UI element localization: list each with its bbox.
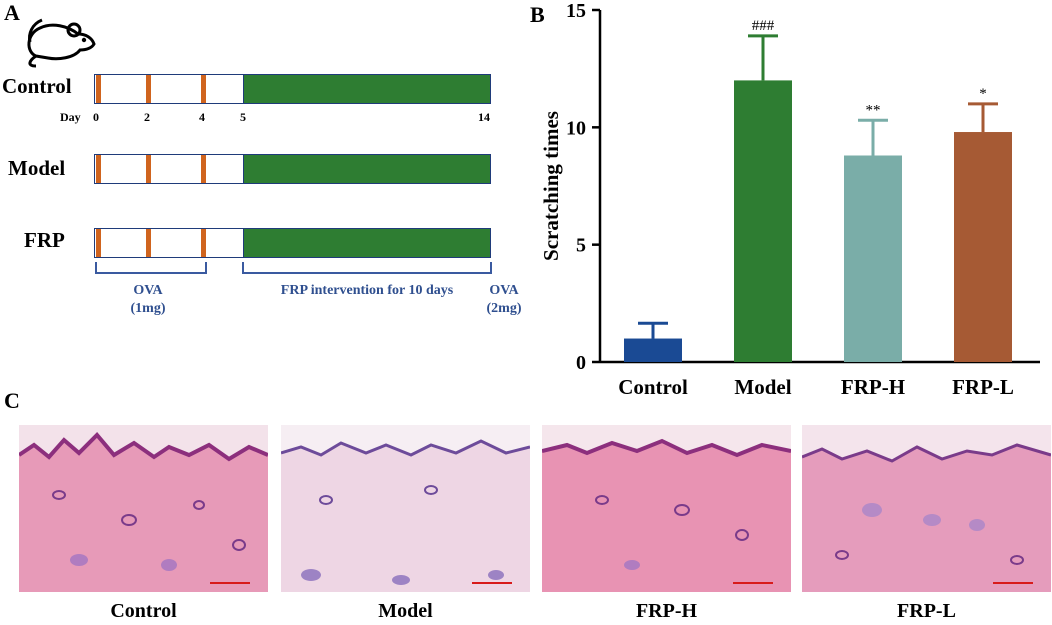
- x-tick-label: Model: [734, 375, 791, 399]
- scale-bar: [993, 582, 1033, 584]
- ova-tick: [96, 155, 101, 183]
- panel-letter-b: B: [530, 2, 545, 27]
- ova-tick: [201, 155, 206, 183]
- ova-tick: [146, 155, 151, 183]
- panel-letter-c: C: [4, 388, 20, 413]
- y-tick-label: 15: [566, 0, 586, 22]
- row-label-model: Model: [8, 156, 66, 180]
- timeline-intervention-segment: [243, 228, 491, 258]
- timeline-model: [94, 154, 491, 184]
- scale-bar: [210, 582, 250, 584]
- intervention-note: FRP intervention for 10 days: [280, 283, 454, 298]
- ova-tick: [201, 75, 206, 103]
- timeline-intervention-segment: [243, 74, 491, 104]
- x-tick-label: FRP-L: [952, 375, 1014, 399]
- scratching-bar-chart: 0 5 10 15 Scratching times Control ### Model ** F…: [539, 0, 1040, 399]
- histology-image-frp-h: [542, 425, 791, 592]
- y-tick-label: 10: [566, 117, 586, 139]
- ova-2mg-note: OVA (2mg): [486, 283, 522, 316]
- day-5-label: 5: [240, 110, 246, 124]
- timeline-control: [94, 74, 491, 104]
- y-axis-label: Scratching times: [539, 111, 563, 261]
- ova-bracket: [95, 262, 207, 274]
- day-14-label: 14: [478, 110, 490, 124]
- scale-bar: [733, 582, 773, 584]
- histology-label-model: Model: [378, 600, 433, 622]
- ova-1mg-note: OVA (1mg): [130, 283, 166, 316]
- histology-image-frp-l: [802, 425, 1051, 592]
- intervention-bracket: [242, 262, 492, 274]
- x-tick-label: FRP-H: [841, 375, 905, 399]
- significance-label: ###: [752, 18, 775, 34]
- timeline-induction-segment: [94, 74, 244, 104]
- y-tick-label: 5: [576, 235, 586, 257]
- row-label-frp: FRP: [24, 228, 65, 252]
- day-label: Day: [60, 110, 81, 124]
- bar-model: [734, 80, 792, 363]
- ova-tick: [146, 229, 151, 257]
- significance-label: *: [979, 86, 987, 102]
- row-label-control: Control: [2, 74, 72, 98]
- ova-tick: [201, 229, 206, 257]
- y-tick-label: 0: [576, 352, 586, 374]
- ova-tick: [96, 75, 101, 103]
- histology-label-control: Control: [110, 600, 177, 622]
- scale-bar: [472, 582, 512, 584]
- bar-frp-h: [844, 155, 902, 362]
- panel-letter-a: A: [4, 0, 20, 25]
- timeline-induction-segment: [94, 228, 244, 258]
- day-4-label: 4: [199, 110, 205, 124]
- histology-label-frp-h: FRP-H: [635, 600, 698, 622]
- histology-image-control: [19, 425, 268, 592]
- day-2-label: 2: [144, 110, 150, 124]
- timeline-frp: [94, 228, 491, 258]
- bar-frp-l: [954, 132, 1012, 362]
- x-tick-label: Control: [618, 375, 688, 399]
- mouse-icon: [27, 18, 96, 68]
- ova-tick: [96, 229, 101, 257]
- timeline-intervention-segment: [243, 154, 491, 184]
- histology-label-frp-l: FRP-L: [897, 600, 956, 622]
- histology-image-model: [281, 425, 530, 592]
- ova-tick: [146, 75, 151, 103]
- day-0-label: 0: [93, 110, 99, 124]
- significance-label: **: [866, 102, 881, 118]
- bar-control: [624, 338, 682, 362]
- timeline-induction-segment: [94, 154, 244, 184]
